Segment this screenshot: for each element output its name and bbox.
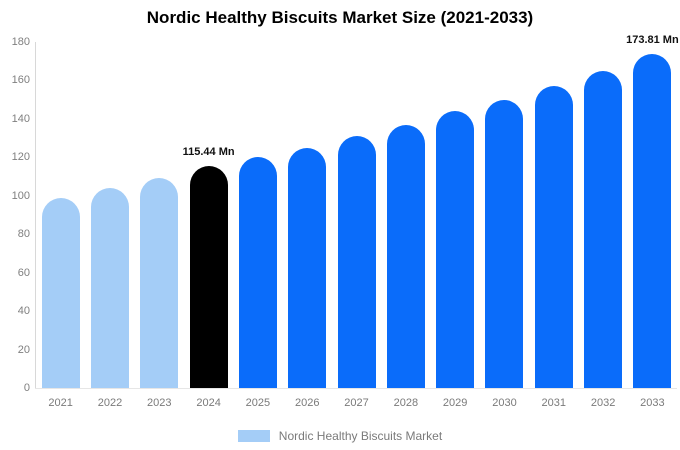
bar-slot [85,42,134,388]
y-tick-label: 20 [17,343,30,356]
bar-2024 [189,166,228,388]
bar-slot [36,42,85,388]
bar-2029 [436,111,475,388]
bar-slot: 115.44 Mn [182,42,235,388]
x-tick-label: 2023 [147,397,172,409]
bar-slot [480,42,529,388]
legend: Nordic Healthy Biscuits Market [0,429,680,443]
x-tick-label: 2032 [590,397,616,409]
x-tick-label: 2029 [442,397,468,409]
bar-2030 [485,99,524,388]
bar-2028 [386,124,425,388]
y-tick-label: 160 [11,74,30,87]
legend-swatch [237,430,270,442]
bar-2025 [238,157,277,388]
bar-slot [431,42,480,388]
bar-2027 [337,136,376,388]
bar-value-label: 173.81 Mn [626,33,679,46]
bar-slot [135,42,184,388]
bar-2032 [584,70,623,388]
y-tick-label: 40 [17,305,30,318]
y-tick-label: 100 [11,189,30,202]
x-tick-label: 2025 [245,397,271,409]
bar-slot [578,42,627,388]
legend-label: Nordic Healthy Biscuits Market [278,429,443,443]
bar-slot [283,42,332,388]
y-tick-label: 0 [23,382,30,394]
bar-2021 [41,197,80,388]
bar-value-label: 115.44 Mn [182,146,235,159]
x-axis-labels: 2021 2022 2023 2024 2025 2026 2027 2028 2029 2030… [36,397,677,409]
bar-slot [381,42,430,388]
bar-2023 [140,178,179,388]
plot-area: 115.44 Mn 173.81 Mn [36,34,679,388]
x-tick-label: 2033 [640,397,665,409]
x-tick-label: 2022 [97,397,123,409]
y-tick-label: 80 [17,228,30,241]
x-tick-label: 2030 [492,397,517,409]
bar-slot [529,42,578,388]
chart-title: Nordic Healthy Biscuits Market Size (202… [146,8,534,27]
bar-slot [332,42,381,388]
bar-2026 [288,147,327,388]
x-tick-label: 2031 [541,397,567,409]
bar-2033 [633,53,672,388]
bar-slot [233,42,282,388]
y-tick-label: 120 [11,151,30,164]
y-axis-line [35,42,36,389]
x-tick-label: 2024 [196,397,221,409]
x-tick-label: 2026 [294,397,320,409]
bar-slot: 173.81 Mn [626,34,679,388]
x-axis-line [35,388,677,389]
y-axis: 0 20 40 60 80 100 120 140 160 180 [0,36,30,394]
bar-2022 [90,188,129,388]
x-tick-label: 2028 [393,397,419,409]
x-tick-label: 2027 [344,397,369,409]
y-tick-label: 60 [17,266,30,279]
y-tick-label: 180 [11,36,30,48]
x-tick-label: 2021 [48,397,73,409]
y-tick-label: 140 [11,112,30,125]
bar-2031 [534,86,573,388]
